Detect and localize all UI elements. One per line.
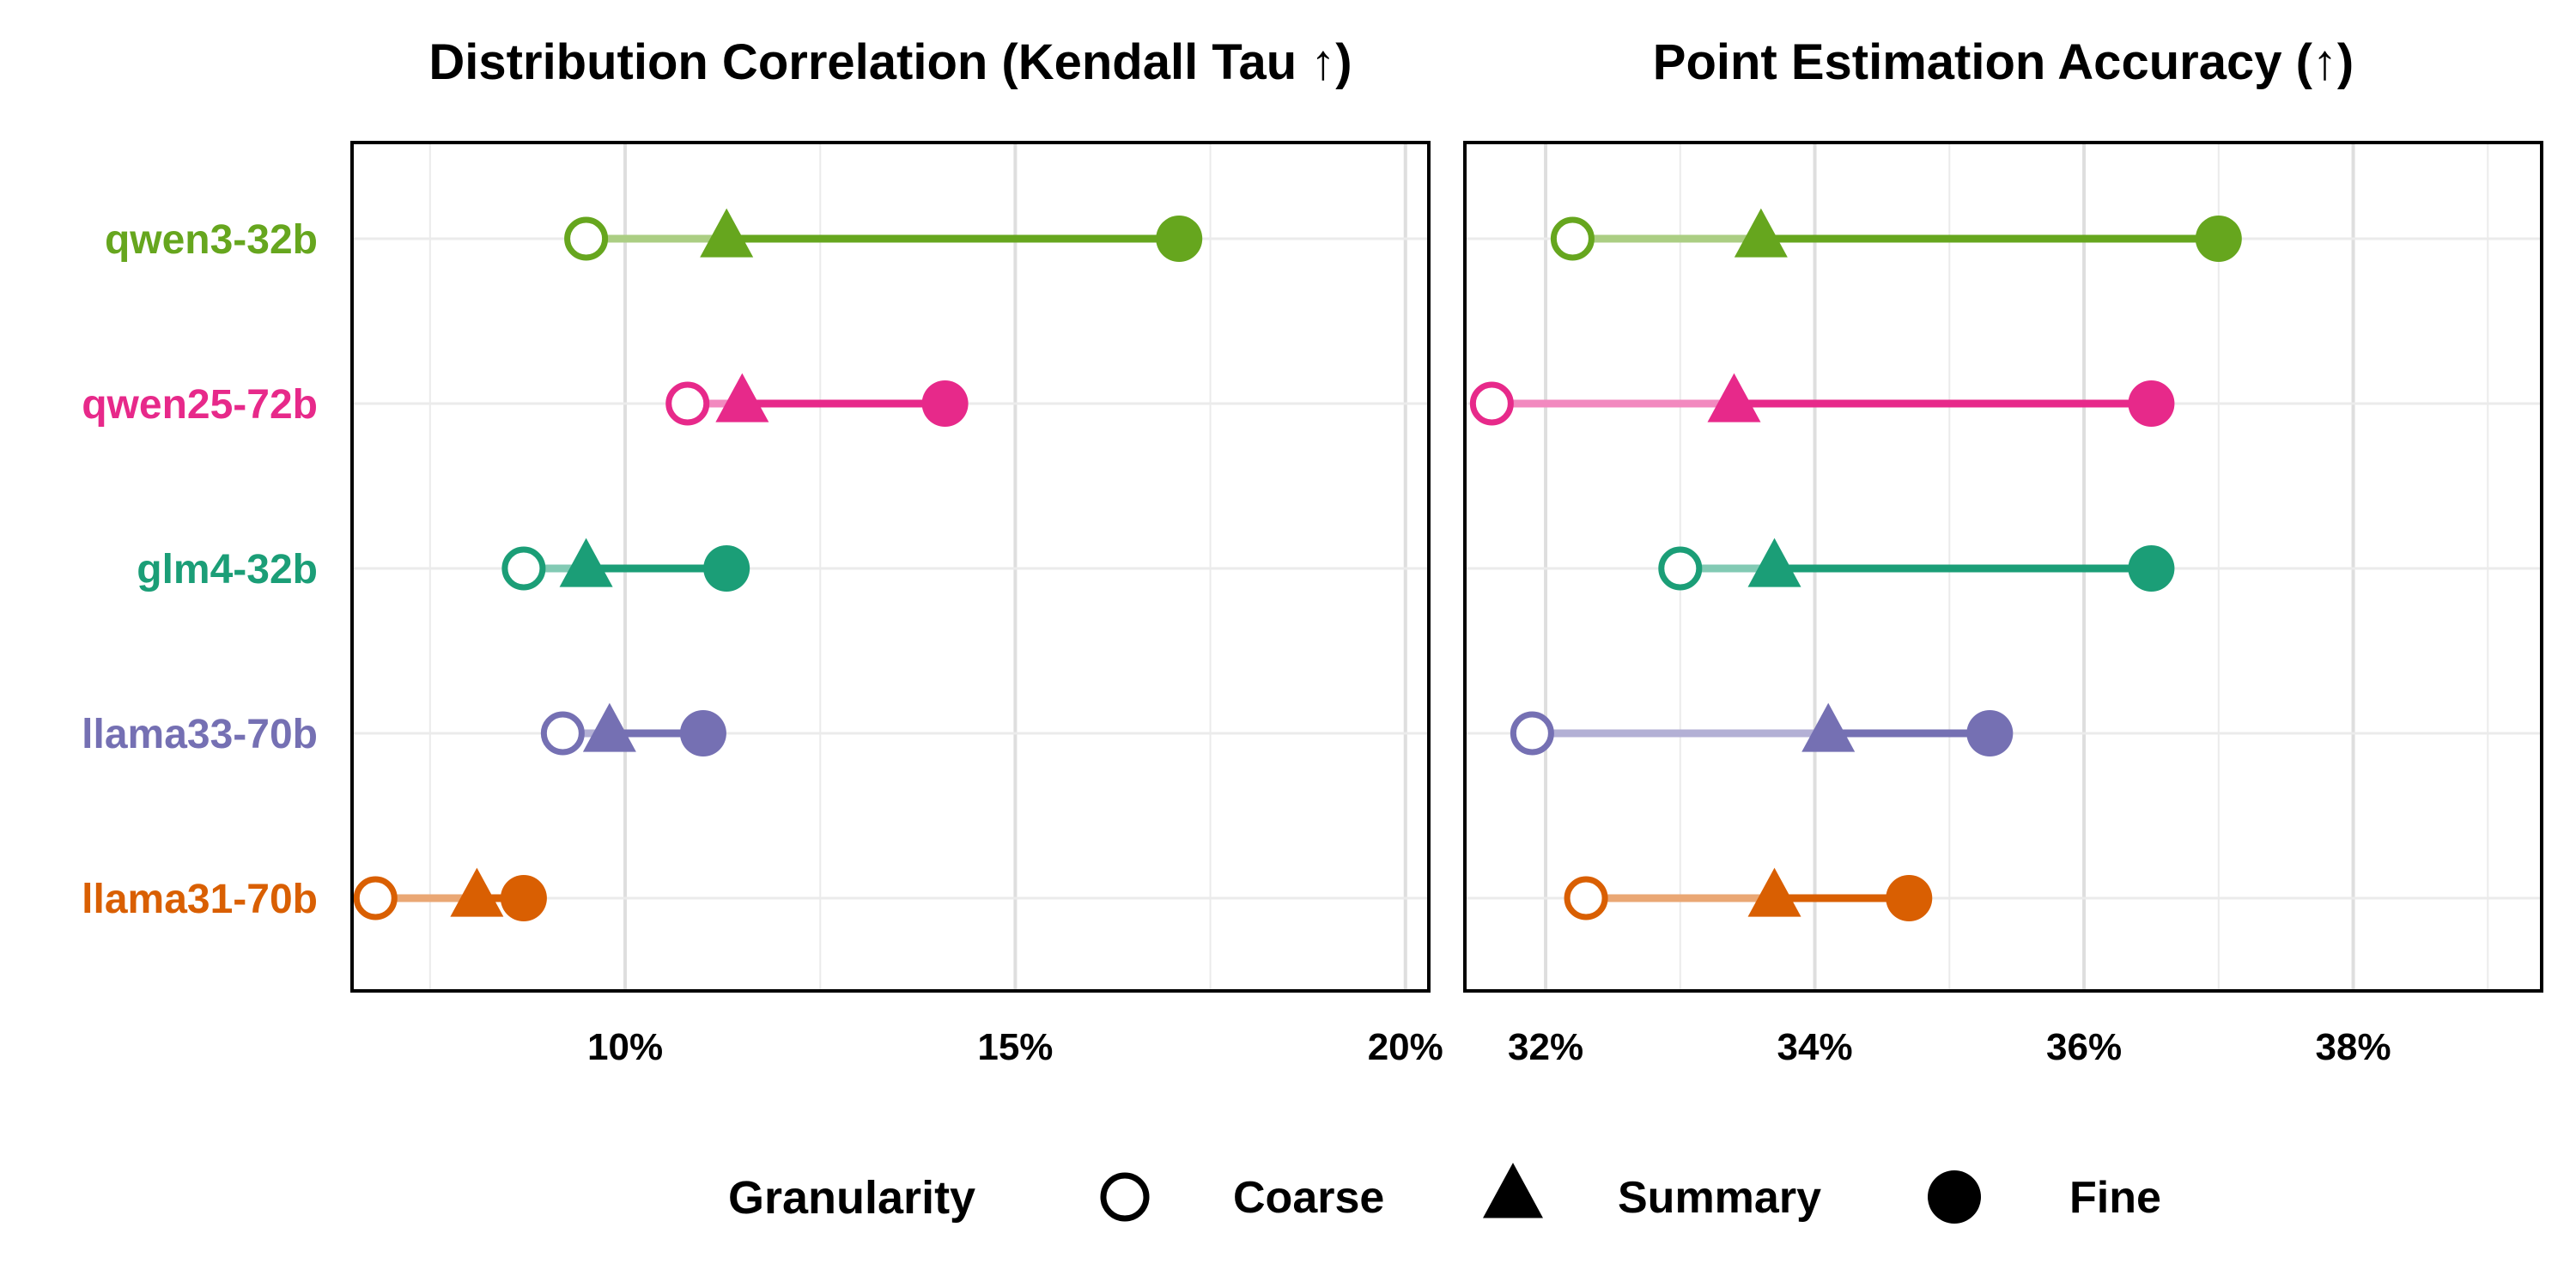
model-labels: qwen3-32b qwen25-72b glm4-32b llama33-70b ll… <box>82 217 318 922</box>
dumbbell-llama31-70b <box>1564 867 1933 921</box>
point-summary <box>1707 373 1761 422</box>
y-label-glm4-32b: glm4-32b <box>137 547 318 592</box>
y-label-llama31-70b: llama31-70b <box>82 877 318 922</box>
point-fine <box>2195 216 2242 262</box>
x-tick-label: 10% <box>587 1026 663 1068</box>
point-summary <box>1747 867 1801 917</box>
x-tick-label: 15% <box>977 1026 1053 1068</box>
legend-label: Summary <box>1618 1173 1821 1223</box>
point-summary <box>559 538 613 587</box>
point-coarse <box>564 216 609 261</box>
dumbbell-llama33-70b <box>1510 702 2014 756</box>
point-fine <box>703 545 750 592</box>
point-fine <box>2128 380 2175 427</box>
point-summary <box>700 208 754 258</box>
x-tick-label: 36% <box>2046 1026 2122 1068</box>
y-label-llama33-70b: llama33-70b <box>82 712 318 757</box>
panel-1: Distribution Correlation (Kendall Tau ↑)… <box>350 34 1443 1068</box>
point-fine <box>2128 545 2175 592</box>
legend-fine-icon <box>1928 1170 1981 1224</box>
dumbbell-llama31-70b <box>353 867 547 921</box>
point-coarse <box>1564 876 1608 920</box>
x-tick-label: 38% <box>2316 1026 2391 1068</box>
point-coarse <box>1510 711 1554 756</box>
dumbbell-glm4-32b <box>1658 538 2175 592</box>
x-tick-label: 20% <box>1368 1026 1443 1068</box>
point-coarse <box>501 546 546 591</box>
panel-title: Point Estimation Accuracy (↑) <box>1653 34 2354 90</box>
panel-2: Point Estimation Accuracy (↑) 32% 34% 36% 38… <box>1463 34 2543 1068</box>
point-coarse <box>1550 216 1595 261</box>
legend-item-summary: Summary <box>1483 1163 1821 1223</box>
dumbbell-glm4-32b <box>501 538 750 592</box>
dumbbell-qwen3-32b <box>564 208 1203 262</box>
legend: Granularity Coarse Summary Fine <box>728 1163 2161 1224</box>
dumbbell-qwen3-32b <box>1550 208 2242 262</box>
y-label-qwen3-32b: qwen3-32b <box>105 217 318 263</box>
legend-item-fine: Fine <box>1928 1170 2161 1224</box>
point-fine <box>500 875 547 921</box>
x-tick-label: 34% <box>1777 1026 1853 1068</box>
point-fine <box>1156 216 1203 262</box>
legend-coarse-icon <box>1100 1172 1150 1222</box>
point-coarse <box>1658 546 1703 591</box>
point-fine <box>679 710 726 756</box>
panel-title: Distribution Correlation (Kendall Tau ↑) <box>428 34 1352 90</box>
point-summary <box>582 702 636 752</box>
legend-title: Granularity <box>728 1172 975 1224</box>
panels: Distribution Correlation (Kendall Tau ↑)… <box>350 34 2543 1068</box>
point-coarse <box>353 876 398 920</box>
point-summary <box>450 867 504 917</box>
point-coarse <box>540 711 585 756</box>
legend-item-coarse: Coarse <box>1100 1172 1384 1223</box>
dumbbell-qwen25-72b <box>1469 373 2175 427</box>
legend-label: Fine <box>2069 1173 2161 1223</box>
point-summary <box>1734 208 1788 258</box>
point-summary <box>1801 702 1856 752</box>
point-coarse <box>1469 381 1514 426</box>
point-summary <box>715 373 769 422</box>
legend-summary-icon <box>1483 1163 1543 1218</box>
x-tick-label: 32% <box>1508 1026 1583 1068</box>
dumbbell-llama33-70b <box>540 702 726 756</box>
y-label-qwen25-72b: qwen25-72b <box>82 382 318 428</box>
point-summary <box>1747 538 1801 587</box>
point-fine <box>921 380 969 427</box>
panel-frame <box>350 141 1431 993</box>
point-fine <box>1886 875 1933 921</box>
point-coarse <box>665 381 710 426</box>
panel-frame <box>1463 141 2543 993</box>
dumbbell-qwen25-72b <box>665 373 969 427</box>
legend-label: Coarse <box>1233 1173 1384 1223</box>
point-fine <box>1966 710 2014 756</box>
